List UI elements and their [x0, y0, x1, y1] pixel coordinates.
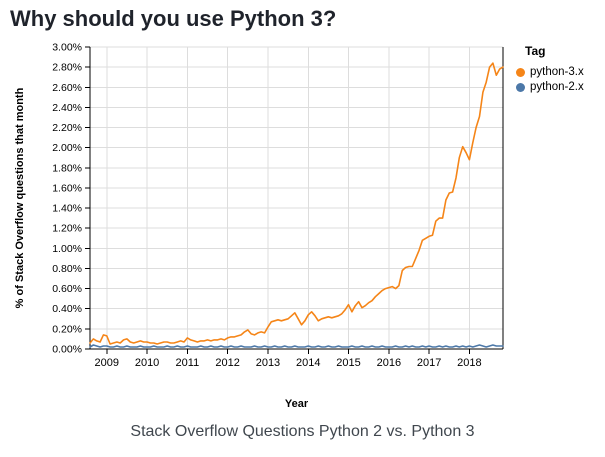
y-axis-ticks: 0.00% 0.20% 0.40% 0.60% 0.80% 1.00% 1.20% 1.40%… — [52, 42, 90, 356]
x-axis-ticks: 2009 2010 2011 2012 2013 2014 2015 2016 2017 2018 — [95, 349, 482, 369]
page-title: Why should you use Python 3? — [10, 6, 337, 31]
x-tick-label: 2013 — [256, 357, 280, 369]
y-axis-title: % of Stack Overflow questions that month — [14, 87, 26, 309]
y-tick-label: 0.20% — [52, 323, 82, 335]
x-tick-label: 2010 — [135, 357, 159, 369]
y-tick-label: 2.80% — [52, 62, 82, 74]
x-tick-label: 2014 — [296, 357, 320, 369]
y-tick-label: 0.00% — [52, 344, 82, 356]
series-line-python-2.x — [89, 344, 504, 348]
y-tick-label: 0.80% — [52, 263, 82, 275]
y-tick-label: 1.00% — [52, 243, 82, 255]
axes — [89, 47, 504, 350]
y-tick-label: 2.00% — [52, 142, 82, 154]
legend-item-python-3x: python-3.x — [516, 66, 604, 78]
legend: Tag python-3.x python-2.x — [516, 44, 604, 96]
y-tick-label: 1.20% — [52, 223, 82, 235]
x-tick-label: 2011 — [176, 357, 200, 369]
y-tick-label: 0.60% — [52, 283, 82, 295]
y-tick-label: 2.60% — [52, 82, 82, 94]
chart-caption: Stack Overflow Questions Python 2 vs. Py… — [130, 423, 475, 440]
y-tick-label: 1.60% — [52, 182, 82, 194]
y-tick-label: 1.40% — [52, 203, 82, 215]
x-tick-label: 2012 — [215, 357, 239, 369]
x-tick-label: 2017 — [417, 357, 441, 369]
x-tick-label: 2018 — [457, 357, 481, 369]
legend-item-label: python-3.x — [530, 66, 584, 78]
y-tick-label: 2.40% — [52, 102, 82, 114]
python-2x-dot-icon — [516, 82, 525, 92]
legend-item-python-2x: python-2.x — [516, 81, 604, 93]
python-3x-dot-icon — [516, 67, 525, 77]
legend-title: Tag — [525, 44, 546, 58]
y-tick-label: 2.20% — [52, 122, 82, 134]
gridlines — [90, 46, 503, 349]
y-tick-label: 1.80% — [52, 162, 82, 174]
x-axis-title: Year — [284, 398, 309, 410]
x-tick-label: 2009 — [95, 357, 119, 369]
legend-item-label: python-2.x — [530, 81, 584, 93]
series-line-python-3.x — [89, 62, 504, 345]
x-tick-label: 2016 — [377, 357, 401, 369]
y-tick-label: 0.40% — [52, 303, 82, 315]
x-tick-label: 2015 — [336, 357, 360, 369]
y-tick-label: 3.00% — [52, 42, 82, 54]
